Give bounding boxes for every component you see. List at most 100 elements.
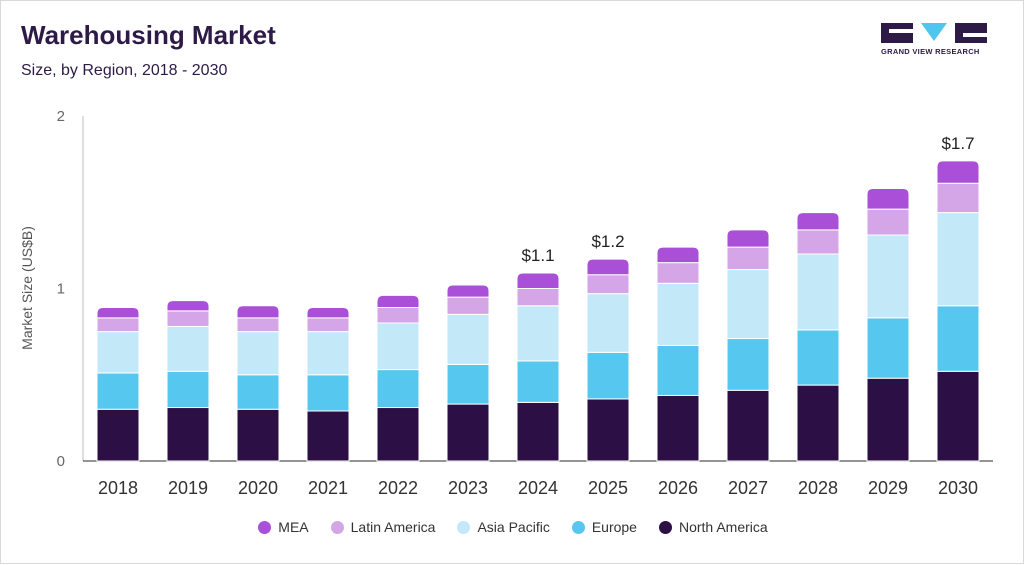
bar-segment xyxy=(936,370,980,462)
x-tick-label: 2021 xyxy=(308,478,348,498)
bar-segment xyxy=(726,269,770,340)
bar-segment xyxy=(516,360,560,403)
bar-segment xyxy=(376,294,420,308)
bar-segment xyxy=(96,408,140,462)
bar-segment xyxy=(96,331,140,374)
x-tick-label: 2018 xyxy=(98,478,138,498)
x-tick-label: 2027 xyxy=(728,478,768,498)
bar-segment xyxy=(376,407,420,462)
bar-segment xyxy=(796,384,840,462)
bar-segment xyxy=(96,306,140,319)
bar-segment xyxy=(656,344,700,396)
x-tick-label: 2022 xyxy=(378,478,418,498)
bar-segment xyxy=(306,331,350,376)
bar-segment xyxy=(936,160,980,184)
bar-segment xyxy=(796,229,840,255)
x-tick-label: 2023 xyxy=(448,478,488,498)
y-tick-label: 0 xyxy=(57,453,65,470)
bar-segment xyxy=(446,363,490,405)
bar-segment xyxy=(306,306,350,319)
bar-segment xyxy=(96,317,140,333)
logo-mark-icon xyxy=(881,23,987,43)
bar-segment xyxy=(516,272,560,289)
chart-subtitle: Size, by Region, 2018 - 2030 xyxy=(21,62,228,79)
bar-segment xyxy=(936,305,980,372)
bar-segment xyxy=(516,401,560,462)
legend-item: MEA xyxy=(258,519,309,535)
y-axis-label: Market Size (US$B) xyxy=(19,226,35,350)
x-tick-label: 2020 xyxy=(238,478,278,498)
bar-segment xyxy=(866,317,910,379)
total-value-label: $1.2 xyxy=(591,232,624,251)
bar-segment xyxy=(796,212,840,231)
bar-segment xyxy=(796,253,840,331)
legend-item: Asia Pacific xyxy=(457,519,550,535)
brand-logo: GRAND VIEW RESEARCH xyxy=(881,23,987,59)
bar-segment xyxy=(586,293,630,353)
bar-segment xyxy=(586,274,630,295)
bar-segment xyxy=(726,246,770,271)
bar-segment xyxy=(866,377,910,462)
legend-swatch xyxy=(571,520,585,534)
bar-segment xyxy=(446,296,490,315)
legend-label: Asia Pacific xyxy=(477,519,550,535)
bar-segment xyxy=(656,394,700,462)
legend-item: North America xyxy=(658,519,768,535)
bar-segment xyxy=(446,313,490,365)
bar-segment xyxy=(306,410,350,462)
x-tick-label: 2029 xyxy=(868,478,908,498)
bar-segment xyxy=(166,325,210,372)
bar-segment xyxy=(306,317,350,333)
logo-wordmark: GRAND VIEW RESEARCH xyxy=(881,47,980,56)
bar-segment xyxy=(236,331,280,376)
bar-segment xyxy=(936,182,980,214)
bar-segment xyxy=(446,403,490,462)
legend-swatch xyxy=(330,520,344,534)
y-tick-label: 1 xyxy=(57,281,65,298)
bar-segment xyxy=(96,372,140,410)
bar-segment xyxy=(586,258,630,276)
bar-segment xyxy=(866,187,910,210)
legend-swatch xyxy=(658,520,672,534)
bar-segment xyxy=(516,288,560,307)
bar-segment xyxy=(236,374,280,410)
x-tick-label: 2019 xyxy=(168,478,208,498)
bar-segment xyxy=(586,351,630,400)
bar-segment xyxy=(236,408,280,462)
bar-segment xyxy=(656,246,700,264)
bar-segment xyxy=(376,322,420,371)
x-tick-label: 2026 xyxy=(658,478,698,498)
legend-label: Latin America xyxy=(350,519,436,535)
legend-label: MEA xyxy=(278,519,309,535)
x-tick-label: 2025 xyxy=(588,478,628,498)
legend-label: North America xyxy=(678,519,768,535)
y-tick-label: 2 xyxy=(57,108,65,125)
bar-segment xyxy=(726,229,770,248)
bar-segment xyxy=(166,370,210,409)
x-tick-label: 2024 xyxy=(518,478,558,498)
bar-segment xyxy=(166,310,210,327)
bar-segment xyxy=(726,338,770,391)
bar-segment xyxy=(656,262,700,284)
bar-segment xyxy=(936,212,980,307)
legend-item: Europe xyxy=(571,519,637,535)
legend-swatch xyxy=(258,520,272,534)
chart-title: Warehousing Market xyxy=(21,20,276,50)
bar-segment xyxy=(796,329,840,386)
bar-segment xyxy=(236,317,280,333)
bar-segment xyxy=(376,369,420,409)
total-value-label: $1.1 xyxy=(521,246,554,265)
bar-segment xyxy=(446,284,490,298)
bar-segment xyxy=(866,234,910,319)
bar-segment xyxy=(166,407,210,462)
bar-segment xyxy=(306,374,350,412)
bar-segment xyxy=(236,305,280,319)
legend-item: Latin America xyxy=(330,519,436,535)
bar-segment xyxy=(586,398,630,462)
x-tick-label: 2030 xyxy=(938,478,978,498)
bar-segment xyxy=(656,282,700,346)
x-tick-label: 2028 xyxy=(798,478,838,498)
chart-legend: MEA Latin America Asia Pacific Europe North … xyxy=(1,515,1024,539)
